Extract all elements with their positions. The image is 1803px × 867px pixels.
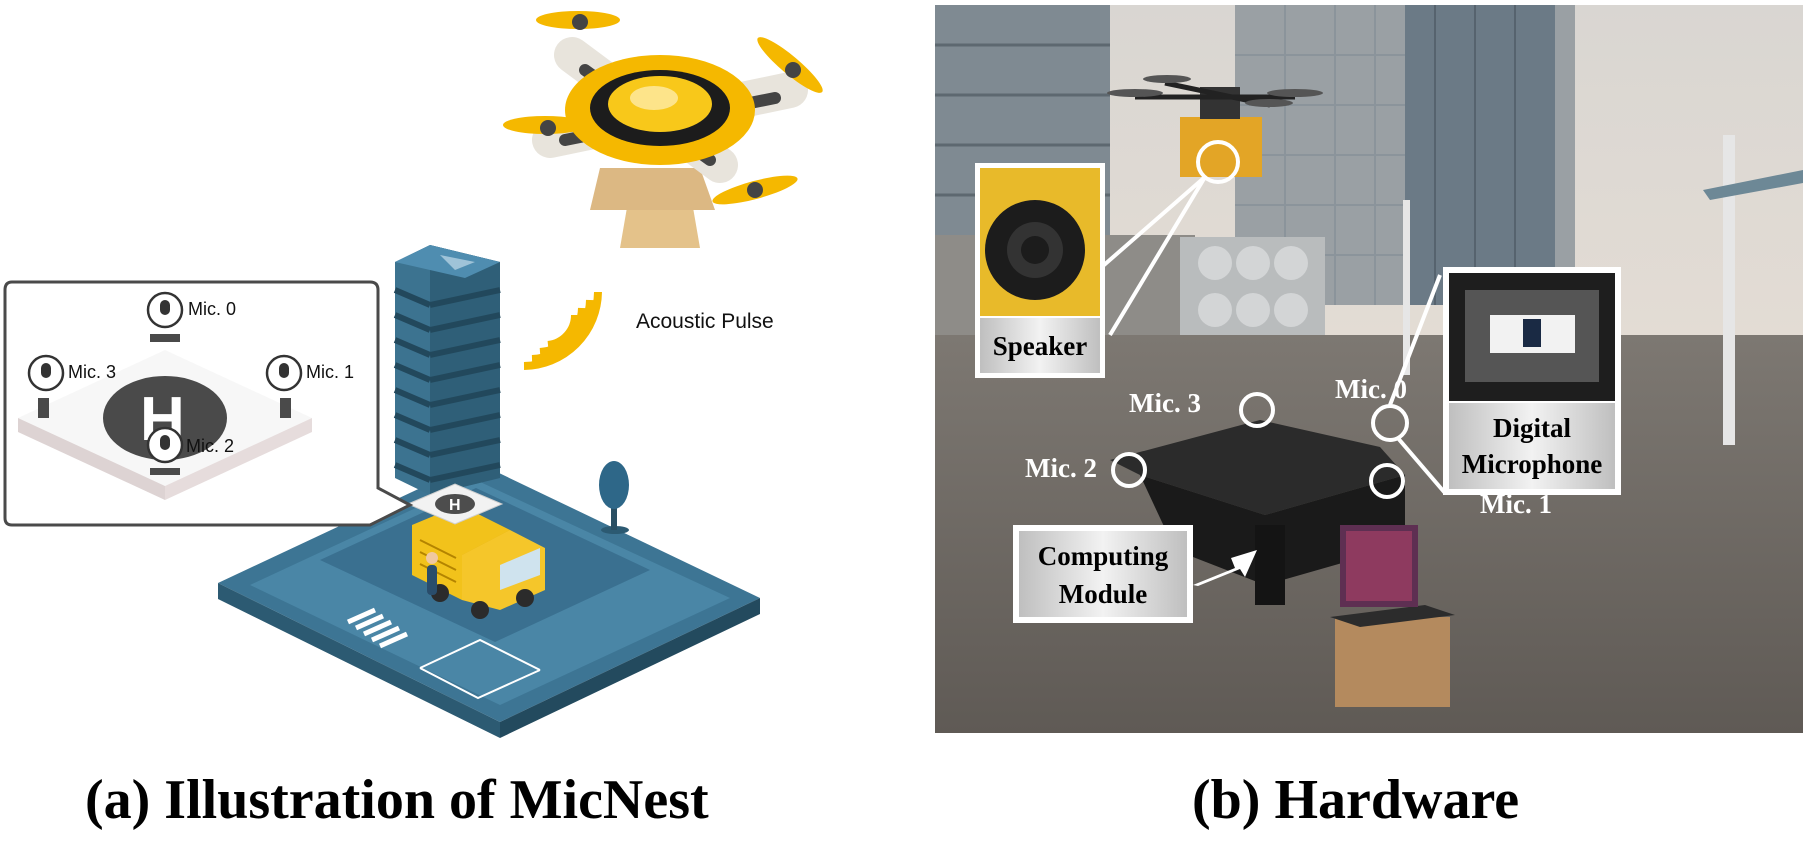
digital-label-line2: Microphone: [1462, 449, 1603, 479]
mic-0-label: Mic. 0: [188, 299, 236, 319]
landing-pad-callout: H Mic. 0 Mic. 1 Mic. 2 Mic. 3: [3, 280, 414, 527]
mic-1-label: Mic. 1: [306, 362, 354, 382]
mic-2-label: Mic. 2: [186, 436, 234, 456]
microphone-icon: [265, 354, 303, 392]
water-tank: [1180, 237, 1325, 345]
photo-mic-markers: [1111, 140, 1409, 499]
hardware-photo-panel: Speaker Digital Microphone Computing Mod…: [935, 5, 1803, 733]
photo-mic-1-label: Mic. 1: [1480, 489, 1552, 519]
illustration-svg: H H Mic. 0 Mic. 1 M: [3, 11, 823, 738]
speaker-label: Speaker: [993, 331, 1088, 361]
hardware-photo-svg: Speaker Digital Microphone Computing Mod…: [935, 5, 1803, 733]
caption-illustration: (a) Illustration of MicNest: [85, 769, 709, 831]
tree-icon: [599, 461, 629, 534]
tower-building: [393, 245, 501, 495]
illustration-panel: H H Mic. 0 Mic. 1 M: [0, 0, 900, 862]
drone-photo: [1107, 75, 1323, 177]
microphone-icon: [146, 426, 184, 464]
landing-pad-small: H: [406, 483, 504, 525]
drone-illustration: [503, 11, 823, 248]
caption-hardware: (b) Hardware: [1192, 769, 1520, 831]
svg-text:H: H: [449, 497, 461, 514]
microphone-icon: [27, 354, 65, 392]
mic-1-marker: [1369, 463, 1405, 499]
mic-0-marker: [1371, 404, 1409, 442]
light-poles: [1403, 135, 1803, 445]
delivery-truck: [412, 505, 545, 619]
acoustic-pulse-label: Acoustic Pulse: [636, 310, 774, 333]
microphone-array-platform: [1110, 420, 1405, 605]
computing-label-line2: Module: [1059, 579, 1148, 609]
digital-microphone-inset: Digital Microphone: [1443, 267, 1621, 495]
mic-2-marker: [1111, 452, 1147, 488]
photo-mic-3-label: Mic. 3: [1129, 388, 1201, 418]
mic-3-label: Mic. 3: [68, 362, 116, 382]
speaker-inset: Speaker: [975, 163, 1105, 378]
computing-module-inset: Computing Module: [1013, 525, 1193, 623]
mic-3-marker: [1239, 392, 1275, 428]
speaker-marker: [1196, 140, 1240, 184]
microphone-icon: [146, 291, 184, 329]
computing-label-line1: Computing: [1038, 541, 1169, 571]
photo-mic-2-label: Mic. 2: [1025, 453, 1097, 483]
acoustic-pulse-icon: [523, 291, 602, 370]
laptop: [1330, 525, 1455, 707]
parking-lines: [419, 638, 541, 700]
photo-mic-0-label: Mic. 0: [1335, 374, 1407, 404]
digital-label-line1: Digital: [1493, 413, 1571, 443]
arrow-icon: [1193, 550, 1257, 586]
crosswalk: [346, 607, 409, 649]
